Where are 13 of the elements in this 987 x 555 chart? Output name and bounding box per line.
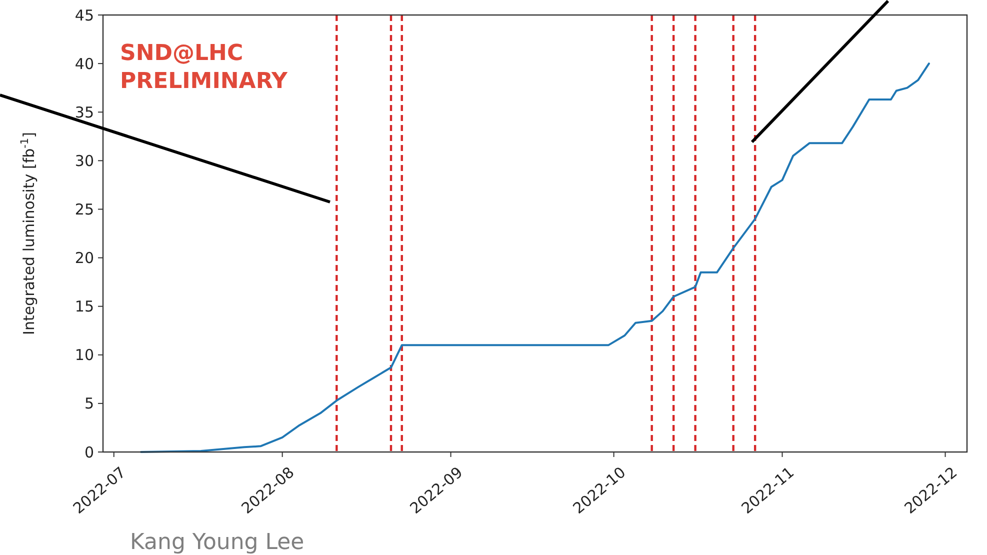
y-tick-label: 15 [74,298,94,316]
y-tick-label: 25 [74,200,94,218]
y-tick-label: 30 [74,152,94,170]
y-tick-label: 5 [84,394,94,413]
y-tick-label: 35 [74,103,94,122]
y-tick-label: 45 [74,6,94,24]
annotation: PRELIMINARY [120,69,289,94]
y-tick-label: 10 [74,346,94,364]
y-tick-label: 20 [74,249,94,268]
y-tick-label: 0 [84,443,94,462]
annotation: SND@LHC [120,41,244,66]
text: Kang Young Lee [130,530,304,555]
y-tick-label: 40 [74,54,94,73]
